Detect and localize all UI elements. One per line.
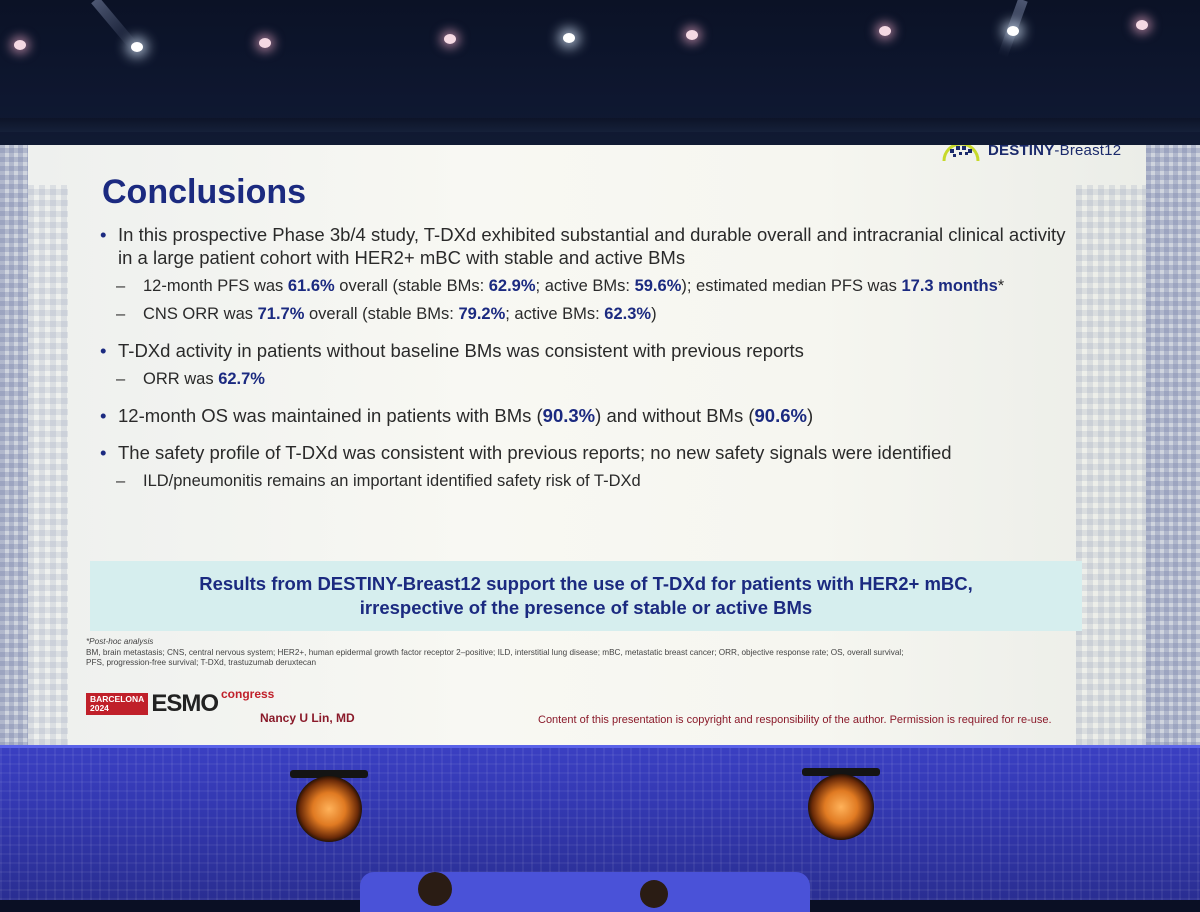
- os-with-bms-value: 90.3%: [542, 405, 596, 426]
- sub-bullet-ild: ILD/pneumonitis remains an important ide…: [98, 470, 1078, 492]
- footnote-marker: *: [997, 277, 1005, 295]
- stage-light: [1136, 20, 1148, 30]
- pfs-overall-value: 61.6%: [287, 277, 335, 295]
- sub-bullet-pfs: 12-month PFS was 61.6% overall (stable B…: [98, 275, 1078, 297]
- conclusions-list: In this prospective Phase 3b/4 study, T-…: [98, 223, 1078, 492]
- stage-light: [444, 34, 456, 44]
- stage-light: [1007, 26, 1019, 36]
- text-fragment: ); estimated median PFS was: [681, 277, 902, 295]
- key-message-callout: Results from DESTINY-Breast12 support th…: [90, 561, 1082, 631]
- presenter-name: Nancy U Lin, MD: [260, 711, 355, 725]
- audience-head: [418, 872, 452, 906]
- trial-name-suffix: -Breast12: [1054, 145, 1122, 159]
- congress-location-badge: BARCELONA 2024: [86, 693, 149, 715]
- spotlight-beam: [91, 0, 138, 50]
- orr-value: 62.7%: [218, 370, 265, 388]
- pfs-active-value: 59.6%: [634, 277, 682, 295]
- stage-light: [131, 42, 143, 52]
- pfs-stable-value: 62.9%: [488, 277, 536, 295]
- stage-light: [14, 40, 26, 50]
- sub-bullet-orr: ORR was 62.7%: [98, 368, 1078, 390]
- callout-line: Results from DESTINY-Breast12 support th…: [199, 573, 973, 594]
- presentation-slide: DESTINY-Breast12 Conclusions In this pro…: [28, 145, 1146, 747]
- congress-year: 2024: [90, 703, 109, 713]
- os-without-bms-value: 90.6%: [754, 405, 807, 426]
- footnote-posthoc: *Post-hoc analysis: [86, 637, 154, 646]
- bullet-text: The safety profile of T-DXd was consiste…: [118, 442, 952, 463]
- trial-name: DESTINY-Breast12: [988, 145, 1121, 159]
- stage-light: [686, 30, 698, 40]
- stage-lamp: [808, 774, 874, 840]
- esmo-congress-logo: BARCELONA 2024 ESMO congress: [86, 687, 274, 717]
- lamp-bracket: [290, 770, 368, 778]
- stage-light: [563, 33, 575, 43]
- text-fragment: ): [806, 405, 814, 426]
- stage-light: [879, 26, 891, 36]
- bullet-efficacy: In this prospective Phase 3b/4 study, T-…: [98, 223, 1078, 269]
- text-fragment: ): [651, 305, 657, 323]
- cns-orr-stable-value: 79.2%: [458, 305, 506, 323]
- cns-orr-overall-value: 71.7%: [257, 305, 305, 323]
- trial-name-bold: DESTINY: [988, 145, 1055, 159]
- stage-light: [259, 38, 271, 48]
- left-led-panel: [0, 145, 28, 747]
- right-led-panel: [1146, 145, 1200, 747]
- text-fragment: 12-month PFS was: [143, 277, 288, 295]
- text-fragment: ILD/pneumonitis remains an important ide…: [143, 472, 641, 490]
- footnote-abbreviations: PFS, progression-free survival; T-DXd, t…: [86, 658, 317, 667]
- esmo-wordmark: ESMO: [151, 690, 219, 717]
- text-fragment: overall (stable BMs:: [304, 305, 459, 323]
- stage-lamp: [296, 776, 362, 842]
- median-pfs-value: 17.3 months: [901, 277, 998, 295]
- destiny-breast12-logo: DESTINY-Breast12: [940, 145, 1121, 165]
- footnote-abbreviations: BM, brain metastasis; CNS, central nervo…: [86, 647, 904, 657]
- lighting-truss: [0, 118, 1200, 132]
- bullet-os: 12-month OS was maintained in patients w…: [98, 404, 1078, 427]
- copyright-notice: Content of this presentation is copyrigh…: [538, 714, 1052, 726]
- bullet-text: In this prospective Phase 3b/4 study, T-…: [118, 224, 1066, 268]
- lamp-bracket: [802, 768, 880, 776]
- bullet-safety: The safety profile of T-DXd was consiste…: [98, 441, 1078, 464]
- text-fragment: ; active BMs:: [505, 305, 605, 323]
- slide-title: Conclusions: [102, 173, 307, 211]
- audience-head: [640, 880, 668, 908]
- text-fragment: ) and without BMs (: [595, 405, 755, 426]
- slide-pattern: [28, 185, 68, 745]
- congress-city: BARCELONA: [90, 694, 145, 704]
- text-fragment: 12-month OS was maintained in patients w…: [118, 405, 543, 426]
- congress-suffix: congress: [221, 687, 275, 701]
- footnotes: *Post-hoc analysis BM, brain metastasis;…: [86, 637, 1096, 669]
- sub-bullet-cns-orr: CNS ORR was 71.7% overall (stable BMs: 7…: [98, 303, 1078, 325]
- bullet-text: T-DXd activity in patients without basel…: [118, 340, 804, 361]
- trial-logo-icon: [942, 145, 980, 162]
- callout-line: irrespective of the presence of stable o…: [359, 597, 813, 618]
- bullet-no-bms: T-DXd activity in patients without basel…: [98, 339, 1078, 362]
- text-fragment: ; active BMs:: [535, 277, 635, 295]
- slide-pattern: [1076, 185, 1146, 745]
- text-fragment: ORR was: [143, 370, 219, 388]
- text-fragment: CNS ORR was: [143, 305, 258, 323]
- text-fragment: overall (stable BMs:: [334, 277, 489, 295]
- venue-ceiling: [0, 0, 1200, 145]
- cns-orr-active-value: 62.3%: [604, 305, 652, 323]
